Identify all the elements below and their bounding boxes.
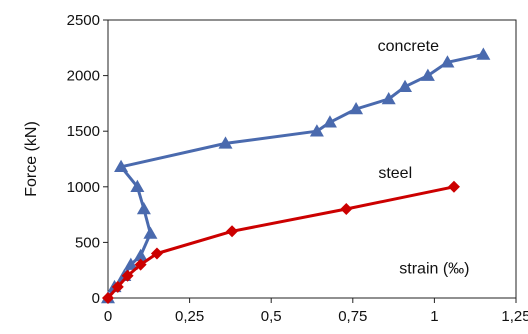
- data-point-concrete: [133, 248, 148, 261]
- x-tick-label: 0,25: [175, 308, 204, 325]
- data-point-concrete: [130, 179, 145, 193]
- series-label-steel: steel: [378, 165, 412, 182]
- data-point-concrete: [114, 159, 129, 173]
- data-point-concrete: [136, 202, 151, 215]
- series-layer: [101, 47, 491, 304]
- data-point-steel: [111, 280, 124, 293]
- data-point-concrete: [322, 115, 337, 128]
- chart-labels: 0 500 1000 1500 2000 2500 0 0,25 0,5 0,75 1 1,25 For…: [23, 12, 528, 325]
- data-point-steel: [447, 180, 460, 193]
- y-tick-label: 1500: [67, 123, 100, 140]
- data-point-concrete: [440, 55, 455, 68]
- data-point-concrete: [143, 226, 158, 239]
- data-point-steel: [134, 258, 147, 271]
- series-label-concrete: concrete: [378, 38, 439, 55]
- x-tick-label: 0,75: [338, 308, 367, 325]
- y-tick-label: 2500: [67, 12, 100, 29]
- data-point-concrete: [398, 79, 413, 92]
- data-point-concrete: [349, 101, 364, 115]
- y-tick-label: 2000: [67, 68, 100, 85]
- y-tick-label: 0: [92, 290, 100, 307]
- data-point-concrete: [476, 47, 491, 60]
- data-point-concrete: [309, 124, 324, 137]
- x-tick-label: 1,25: [501, 308, 528, 325]
- y-tick-label: 1000: [67, 179, 100, 196]
- data-point-steel: [340, 203, 353, 216]
- y-tick-label: 500: [75, 234, 100, 251]
- annotation-strain-label: strain (‰): [399, 261, 469, 278]
- data-point-concrete: [381, 91, 396, 105]
- data-point-steel: [121, 269, 134, 282]
- x-tick-label: 1: [430, 308, 438, 325]
- data-point-steel: [150, 247, 163, 260]
- data-point-steel: [226, 225, 239, 238]
- y-axis-label: Force (kN): [23, 121, 40, 197]
- x-tick-label: 0,5: [261, 308, 282, 325]
- x-tick-label: 0: [104, 308, 112, 325]
- data-point-steel: [102, 292, 114, 304]
- data-point-concrete: [218, 136, 233, 149]
- data-point-concrete: [123, 257, 138, 270]
- data-point-concrete: [420, 68, 435, 81]
